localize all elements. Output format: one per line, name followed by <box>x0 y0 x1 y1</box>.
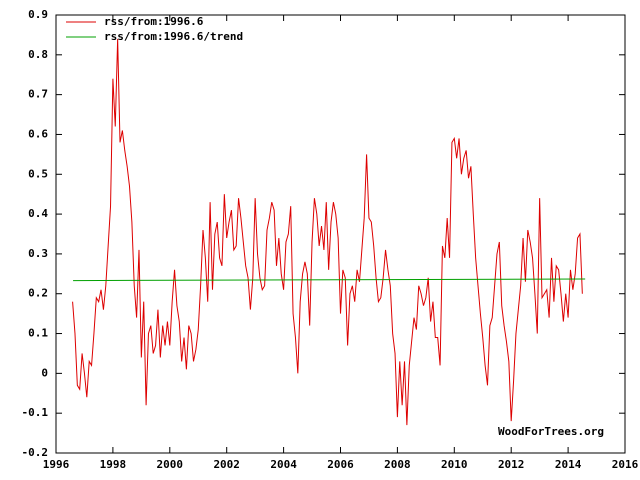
y-tick-label: 0.1 <box>28 327 48 340</box>
y-tick-label: 0.9 <box>28 8 48 21</box>
x-tick-label: 2000 <box>157 458 184 471</box>
x-tick-label: 1998 <box>100 458 127 471</box>
x-tick-label: 2004 <box>270 458 297 471</box>
y-tick-label: 0.3 <box>28 247 48 260</box>
y-tick-label: 0.8 <box>28 48 48 61</box>
watermark: WoodForTrees.org <box>498 425 604 438</box>
y-tick-label: 0.7 <box>28 88 48 101</box>
x-tick-label: 1996 <box>43 458 70 471</box>
y-tick-label: 0.4 <box>28 207 48 220</box>
legend-label: rss/from:1996.6 <box>104 15 204 28</box>
y-tick-label: 0.6 <box>28 127 48 140</box>
x-tick-label: 2008 <box>384 458 411 471</box>
series-line <box>73 278 586 282</box>
series-line <box>72 38 583 426</box>
y-tick-label: 0 <box>41 366 48 379</box>
y-tick-label: 0.5 <box>28 167 48 180</box>
x-tick-label: 2014 <box>555 458 582 471</box>
y-tick-label: 0.2 <box>28 287 48 300</box>
x-tick-label: 2006 <box>327 458 354 471</box>
x-tick-label: 2016 <box>612 458 639 471</box>
y-tick-label: -0.2 <box>22 446 49 459</box>
x-tick-label: 2012 <box>498 458 525 471</box>
x-tick-label: 2002 <box>213 458 240 471</box>
x-tick-label: 2010 <box>441 458 468 471</box>
y-tick-label: -0.1 <box>22 406 49 419</box>
legend-label: rss/from:1996.6/trend <box>104 30 243 43</box>
